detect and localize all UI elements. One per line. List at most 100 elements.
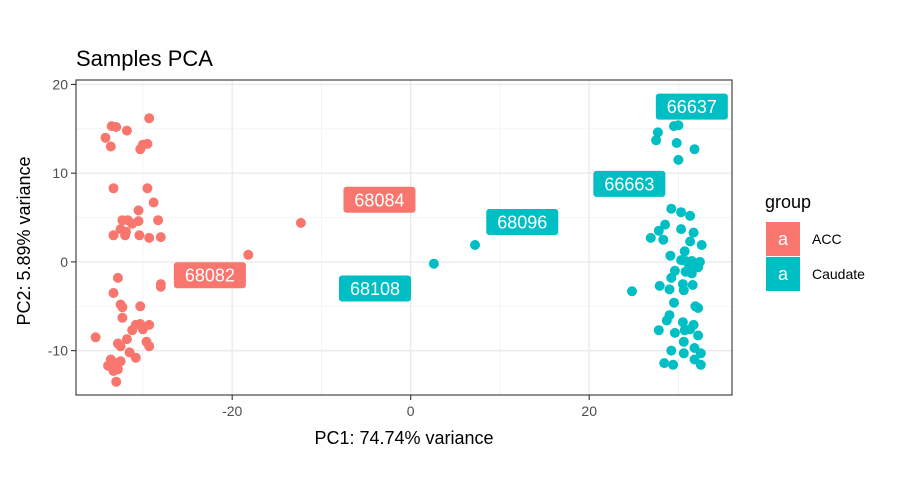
data-point <box>678 336 689 347</box>
data-point <box>627 286 637 297</box>
data-point <box>673 154 684 165</box>
data-point <box>666 345 677 356</box>
data-point <box>666 272 677 283</box>
data-point <box>144 113 155 124</box>
x-tick-label: -20 <box>222 403 242 419</box>
data-point <box>108 230 119 241</box>
data-point <box>696 240 707 250</box>
data-point <box>693 330 704 341</box>
legend-key <box>766 222 800 256</box>
point-label-text: 68096 <box>497 212 547 232</box>
data-point <box>685 236 696 247</box>
data-point <box>112 272 123 283</box>
legend-key-glyph: a <box>778 264 789 284</box>
data-point <box>108 183 119 194</box>
data-point <box>130 352 141 363</box>
data-point <box>120 230 131 241</box>
y-axis: -10 0 10 20 <box>48 76 76 359</box>
point-label-box <box>486 208 559 235</box>
data-point <box>677 317 688 328</box>
data-point <box>658 234 669 245</box>
data-point <box>133 205 144 216</box>
x-tick-label: 20 <box>581 403 597 419</box>
data-point <box>653 225 664 236</box>
data-point <box>676 207 687 218</box>
y-tick-label: 0 <box>60 254 68 270</box>
data-point <box>111 122 122 132</box>
data-point <box>678 285 689 296</box>
legend-item-caudate: a Caudate <box>766 257 865 291</box>
data-point <box>689 144 700 155</box>
data-point <box>685 324 696 335</box>
data-point <box>654 280 665 291</box>
legend-label: ACC <box>812 231 842 247</box>
data-point <box>121 125 132 136</box>
point-label-text: 68082 <box>185 266 235 286</box>
data-point <box>134 230 145 241</box>
data-point <box>665 250 676 261</box>
data-point <box>295 217 306 228</box>
data-point <box>671 138 682 148</box>
data-point <box>669 327 680 338</box>
x-tick-label: 0 <box>407 403 415 419</box>
data-point <box>673 120 684 131</box>
point-label: 68084 <box>343 186 416 213</box>
data-point <box>695 359 706 370</box>
data-point <box>661 315 672 326</box>
x-axis: -20 0 20 <box>222 395 597 419</box>
data-point <box>669 297 679 308</box>
data-point <box>678 348 689 359</box>
data-point <box>144 232 155 243</box>
legend: group a ACC a Caudate <box>765 192 865 291</box>
data-point <box>470 240 480 250</box>
data-point <box>100 132 111 143</box>
data-point <box>687 280 698 290</box>
point-label-text: 68084 <box>354 190 404 210</box>
data-point <box>688 227 699 238</box>
point-label: 68082 <box>173 262 246 289</box>
data-point <box>664 284 675 295</box>
data-point <box>117 302 128 313</box>
data-point <box>112 364 123 375</box>
legend-key-glyph: a <box>778 229 789 249</box>
data-point <box>428 258 439 269</box>
point-label: 68096 <box>486 208 559 235</box>
data-point <box>133 216 144 227</box>
data-point <box>148 197 159 208</box>
y-tick-label: 10 <box>52 165 68 181</box>
data-point <box>668 359 679 370</box>
data-point <box>155 281 166 292</box>
point-label: 68108 <box>338 275 411 302</box>
plot-panel <box>76 80 732 395</box>
data-point <box>111 376 122 387</box>
data-point <box>695 348 706 359</box>
series-caudate <box>428 120 707 370</box>
point-label: 66637 <box>655 93 728 120</box>
data-point <box>651 135 662 146</box>
plot-border <box>75 79 733 396</box>
x-axis-title: PC1: 74.74% variance <box>314 428 493 448</box>
data-point <box>115 341 126 352</box>
y-tick-label: 20 <box>52 76 68 92</box>
data-point <box>693 262 704 273</box>
data-point <box>142 183 153 194</box>
point-label-box <box>593 170 666 197</box>
data-point <box>652 127 663 138</box>
data-point <box>693 303 704 313</box>
point-label-text: 66637 <box>667 97 717 117</box>
data-point <box>127 325 138 336</box>
data-point <box>121 334 132 345</box>
data-point <box>653 325 664 336</box>
data-point <box>243 249 254 260</box>
point-label-text: 68108 <box>350 279 400 299</box>
legend-item-acc: a ACC <box>766 222 842 256</box>
legend-key <box>766 257 800 291</box>
plot-area: 68084 68082 68096 68108 66637 66663 <box>75 79 733 396</box>
data-point <box>115 356 126 367</box>
data-point <box>645 232 656 243</box>
data-point <box>659 358 670 369</box>
y-tick-label: -10 <box>48 343 68 359</box>
chart-title: Samples PCA <box>76 46 213 71</box>
series-acc <box>90 113 306 387</box>
